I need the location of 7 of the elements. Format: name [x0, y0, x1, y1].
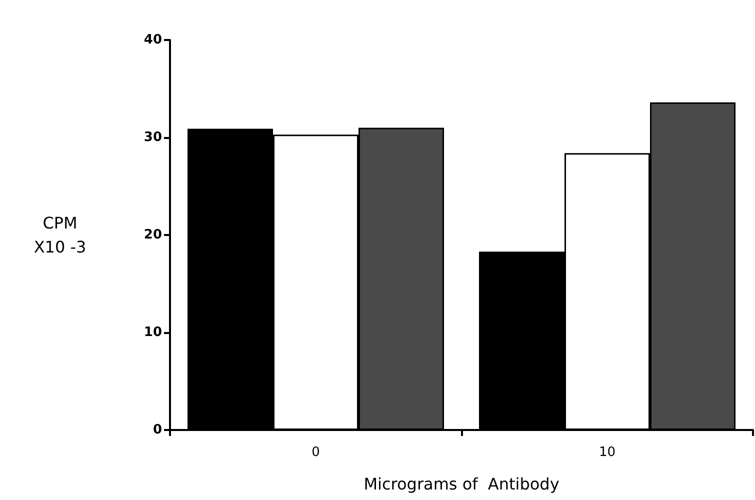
y-tick-label: 40	[144, 32, 162, 48]
y-tick-label: 20	[144, 228, 162, 242]
y-axis-title: CPM X10 -3	[34, 214, 86, 256]
y-tick-label: 10	[144, 325, 162, 340]
x-axis-title: Micrograms of Antibody	[364, 474, 560, 494]
y-tick-label: 30	[144, 130, 162, 145]
y-tick-label: 0	[152, 422, 162, 438]
